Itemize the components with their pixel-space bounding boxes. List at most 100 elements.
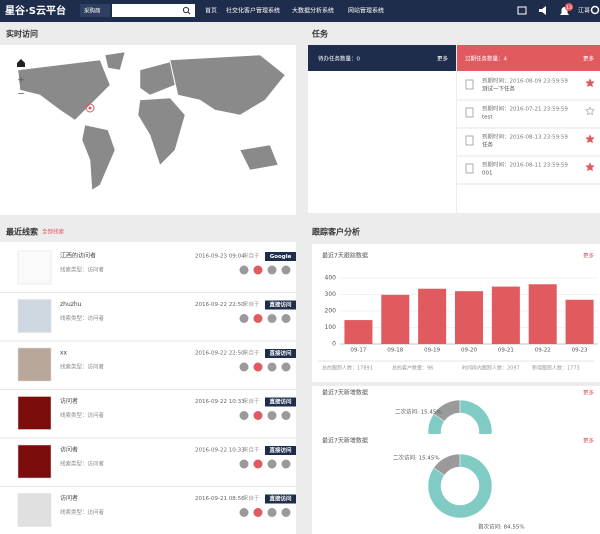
lead-action[interactable] — [267, 411, 277, 420]
lead-action[interactable] — [253, 459, 263, 469]
lead-type: 线索类型：访问者 — [60, 363, 105, 371]
pie-slice — [427, 453, 493, 519]
task-due: 到期时间：2016-07-21 23:59:59 — [482, 105, 568, 113]
task-star[interactable] — [585, 162, 595, 172]
lead-from: 来自于 — [243, 397, 260, 405]
lead-action[interactable] — [239, 508, 249, 517]
bar — [454, 291, 484, 344]
lead-action[interactable] — [281, 314, 291, 323]
nav-item[interactable]: 大数据分析系统 — [292, 7, 334, 15]
avatar — [17, 299, 52, 333]
chart-title: 最近7天跟踪数据 — [322, 252, 368, 260]
task-star[interactable] — [585, 106, 595, 116]
nav-item[interactable]: 社交化客户管理系统 — [226, 7, 280, 15]
lead-source: 直接访问 — [269, 301, 292, 309]
lead-action[interactable] — [267, 362, 277, 372]
lead-time: 2016-09-22 10:33 — [195, 399, 245, 405]
settings-icon[interactable] — [590, 5, 600, 15]
lead-action[interactable] — [281, 362, 291, 372]
megaphone-icon[interactable] — [539, 6, 546, 15]
lead-action[interactable] — [239, 459, 249, 469]
pending-count: 待办任务数量：0 — [318, 55, 361, 63]
home-button[interactable] — [17, 59, 25, 67]
task-star[interactable] — [585, 78, 595, 88]
lead-time: 2016-09-22 22:50 — [195, 302, 245, 308]
lead-source: Google — [270, 254, 292, 260]
avatar — [17, 444, 52, 479]
nav-item[interactable]: 网站管理系统 — [348, 7, 384, 15]
more-link[interactable]: 更多 — [583, 389, 595, 397]
lead-action[interactable] — [281, 459, 291, 469]
lead-source: 直接访问 — [269, 446, 292, 454]
search-icon — [187, 11, 191, 15]
lead-type: 线索类型：访问者 — [60, 508, 105, 516]
lead-name: xx — [60, 350, 68, 357]
visit-marker — [85, 103, 95, 113]
chart-title: 最近7天新增数据 — [322, 437, 368, 445]
lead-action[interactable] — [239, 411, 249, 420]
more-link[interactable]: 更多 — [583, 55, 595, 63]
task-icon — [465, 107, 474, 118]
more-link[interactable]: 更多 — [583, 437, 595, 445]
more-link[interactable]: 更多 — [583, 252, 595, 260]
x-tick-label: 09-20 — [461, 348, 477, 354]
card-bg — [312, 434, 600, 534]
task-name: 任务 — [482, 141, 494, 149]
lead-action[interactable] — [281, 411, 291, 420]
task-icon — [465, 79, 474, 90]
slice-label: 二次访问: 15.45% — [395, 408, 442, 416]
zoom-out[interactable]: − — [17, 90, 25, 100]
search-scope[interactable] — [80, 4, 110, 17]
lead-action[interactable] — [253, 508, 263, 517]
y-tick-label: 300 — [325, 291, 337, 298]
lead-action[interactable] — [281, 265, 291, 275]
y-tick-label: 200 — [325, 308, 337, 315]
lead-action[interactable] — [239, 314, 249, 323]
lead-name: 访问者 — [60, 446, 78, 454]
overdue-panel — [457, 45, 600, 213]
zoom-in[interactable]: + — [17, 76, 25, 86]
stat: 总的跟踪人数：17891 — [322, 365, 373, 372]
user-name[interactable]: 江哥 — [578, 8, 590, 15]
stat: 新增跟踪人数：1773 — [532, 365, 580, 372]
lead-action[interactable] — [267, 508, 277, 517]
lead-action[interactable] — [253, 314, 263, 323]
lead-action[interactable] — [267, 459, 277, 469]
search-icon[interactable] — [182, 6, 190, 14]
section-title: 跟踪客户分析 — [312, 227, 360, 237]
lead-action[interactable] — [267, 314, 277, 323]
task-due: 到期时间：2016-08-11 23:59:59 — [482, 161, 568, 169]
bar — [565, 299, 594, 344]
search-scope-label[interactable]: 采购商 — [84, 7, 101, 15]
source-button — [265, 349, 296, 358]
lead-action[interactable] — [253, 265, 263, 275]
slice-label: 首次访问: 84.55% — [478, 523, 525, 531]
lead-action[interactable] — [253, 411, 263, 420]
lead-action[interactable] — [239, 362, 249, 372]
task-due: 到期时间：2016-08-13 23:59:59 — [482, 133, 568, 141]
lead-source: 直接访问 — [269, 349, 292, 357]
section-title: 实时访问 — [6, 29, 38, 39]
avatar — [17, 347, 52, 382]
task-name: 测试一下任务 — [482, 85, 516, 93]
lead-type: 线索类型：访问者 — [60, 411, 105, 419]
task-name: 001 — [482, 171, 493, 177]
lead-from: 来自于 — [243, 349, 260, 357]
lead-action[interactable] — [281, 508, 291, 517]
task-star[interactable] — [585, 134, 595, 144]
lead-action[interactable] — [253, 362, 263, 372]
grid-icon[interactable] — [517, 6, 527, 15]
lead-name: 访问者 — [60, 397, 78, 405]
stat: 总的客户数量：96 — [392, 365, 433, 372]
search-input[interactable] — [112, 4, 195, 17]
lead-name: 江西的访问者 — [60, 252, 96, 260]
all-leads-link[interactable]: 全部线索 — [42, 228, 65, 236]
logo: 星谷·S云平台 — [5, 4, 66, 17]
lead-action[interactable] — [239, 265, 249, 275]
lead-from: 来自于 — [243, 252, 260, 260]
nav-item[interactable]: 首页 — [205, 7, 217, 15]
pending-panel — [308, 45, 456, 213]
lead-source: 直接访问 — [269, 495, 292, 503]
lead-action[interactable] — [267, 265, 277, 275]
more-link[interactable]: 更多 — [437, 55, 449, 63]
